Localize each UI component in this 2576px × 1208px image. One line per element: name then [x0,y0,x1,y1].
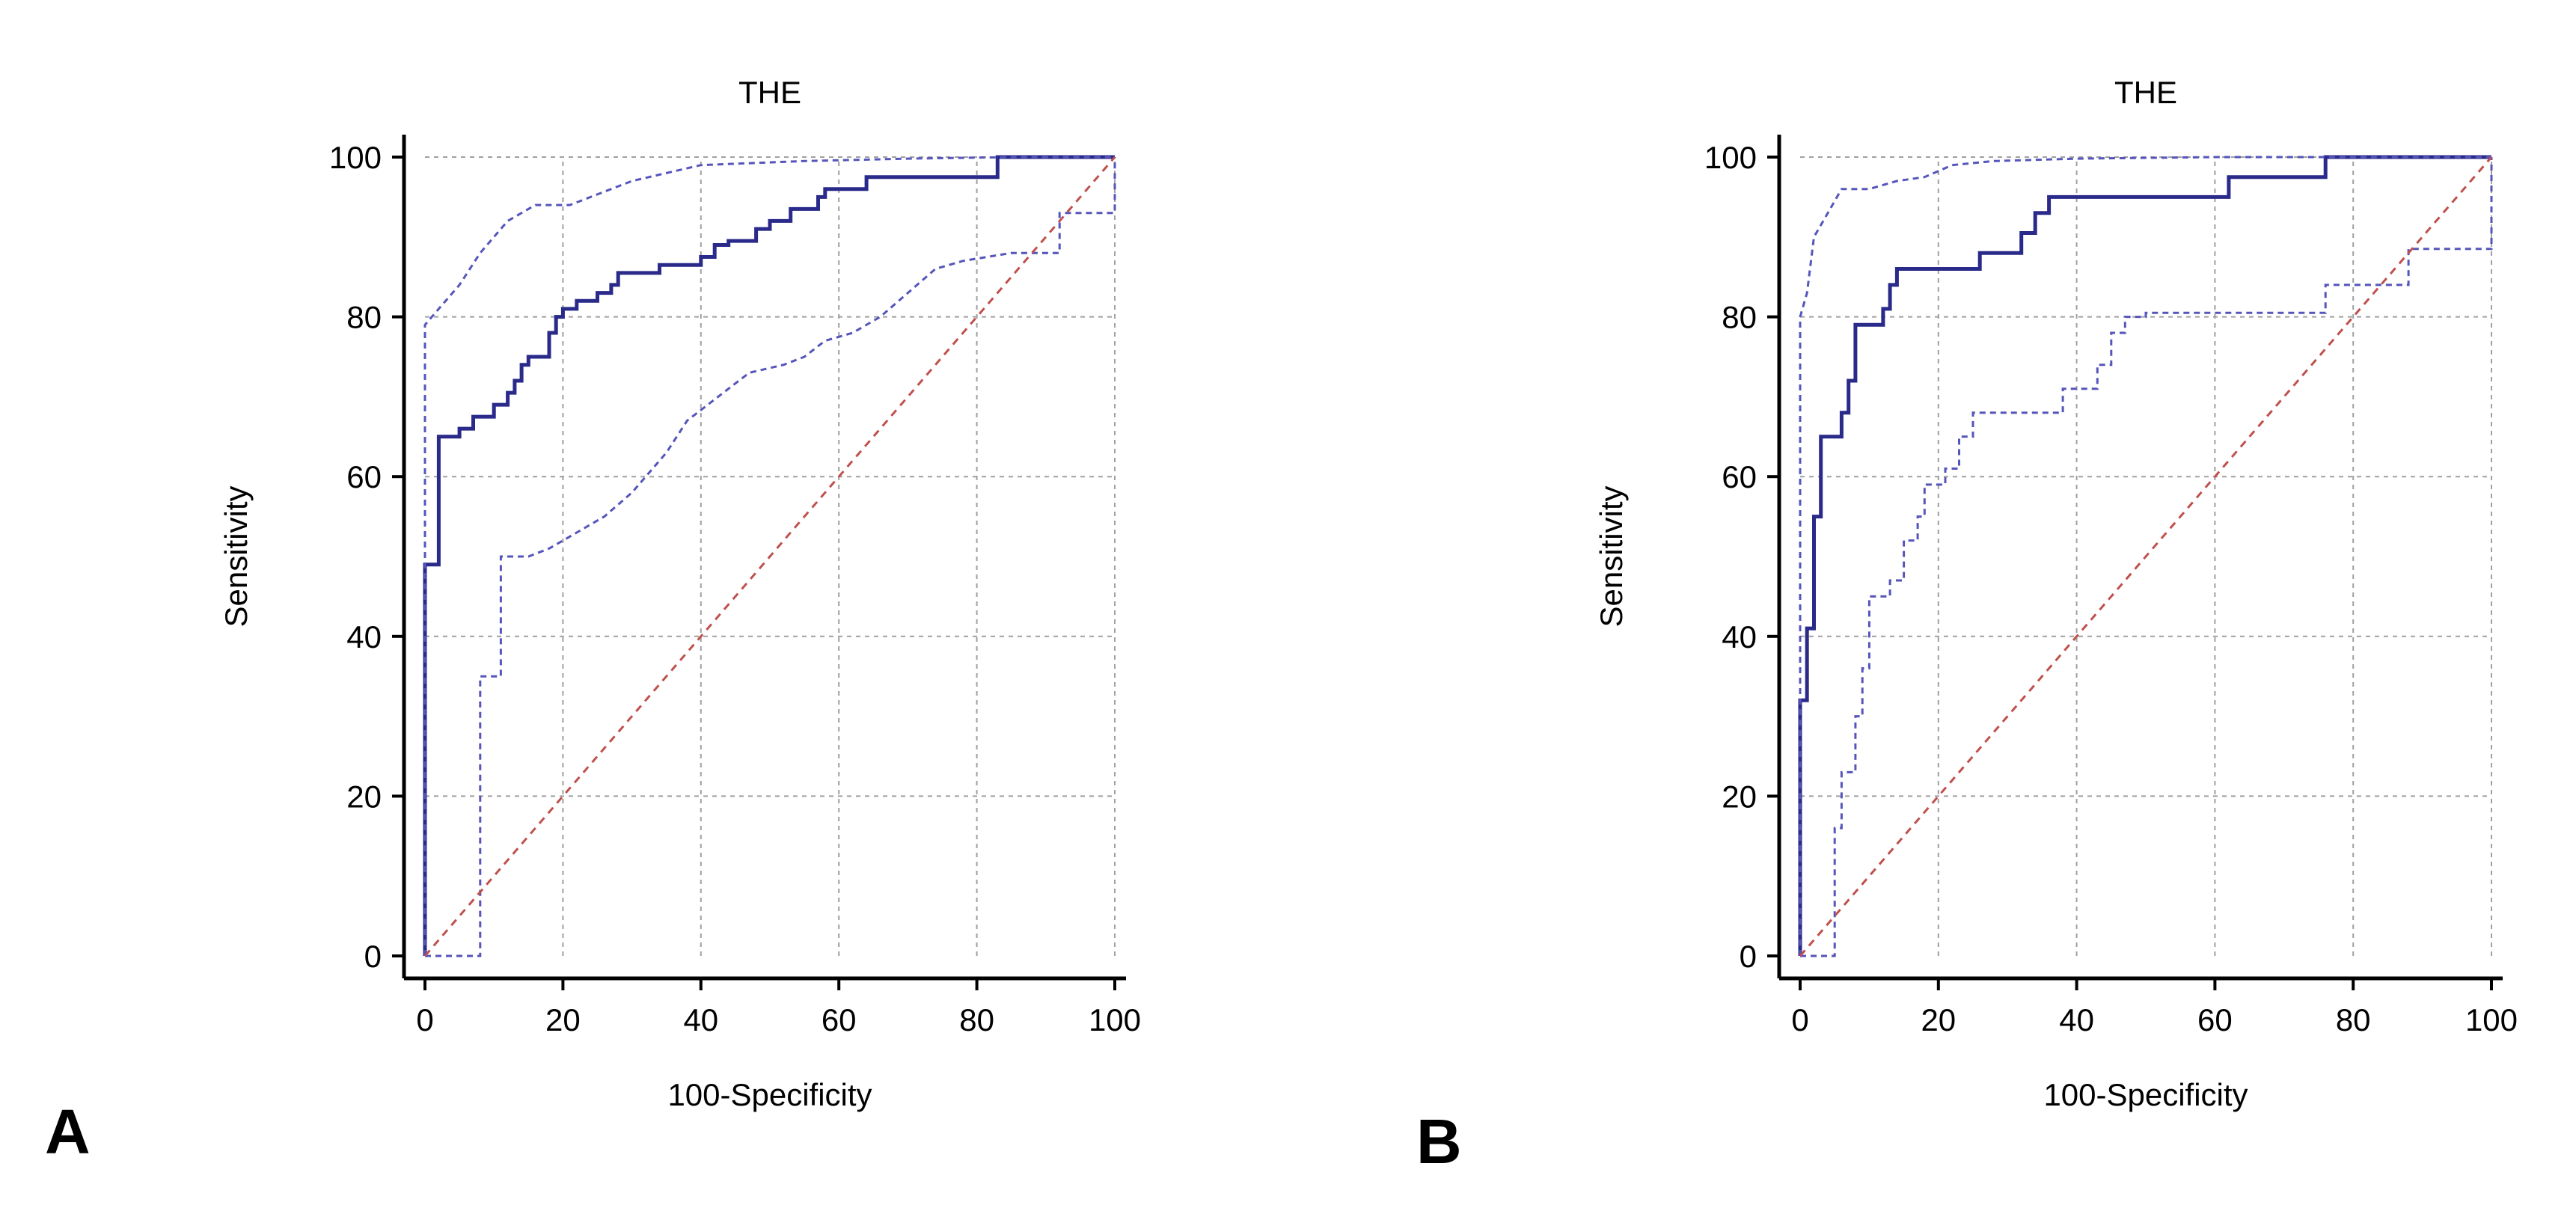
chart-a-ytick-label-4: 80 [346,300,382,335]
chart-a-series-upper-95-ci [423,156,1115,956]
chart-b-xlabel: 100-Specificity [2043,1077,2248,1112]
chart-b-series-upper-95-ci [1799,156,2491,956]
chart-a-series-roc-curve [423,155,1115,956]
chart-a-xtick-label-3: 60 [822,1002,857,1037]
chart-b-series-lower-95-ci [1800,157,2493,957]
panel-label-a: A [45,1097,91,1167]
chart-a-xtick-label-1: 20 [545,1002,581,1037]
chart-b-xtick-label-5: 100 [2465,1002,2518,1037]
chart-b-xtick-label-3: 60 [2197,1002,2233,1037]
chart-a-series-reference-line [423,156,1116,957]
chart-a-xtick-label-5: 100 [1089,1002,1141,1037]
chart-b-ytick-label-4: 80 [1722,300,1757,335]
chart-a-ytick-label-2: 40 [346,619,382,654]
chart-a-ytick-label-3: 60 [346,459,382,494]
chart-b-xtick-label-0: 0 [1791,1002,1808,1037]
chart-a-xtick-label-2: 40 [683,1002,718,1037]
panel-label-b: B [1416,1106,1462,1177]
chart-a-title: THE [738,75,801,110]
chart-b-xtick-label-2: 40 [2059,1002,2094,1037]
chart-a-ytick-label-1: 20 [346,779,382,814]
chart-b-xtick-label-4: 80 [2336,1002,2371,1037]
chart-a-xlabel: 100-Specificity [667,1077,872,1112]
chart-b-ytick-label-1: 20 [1722,779,1757,814]
chart-b-xtick-label-1: 20 [1921,1002,1956,1037]
chart-b-ytick-label-2: 40 [1722,619,1757,654]
chart-b-series-roc-curve [1798,155,2491,956]
chart-a-ylabel: Sensitivity [218,485,254,627]
chart-b-ylabel: Sensitivity [1594,485,1629,627]
chart-b-series-reference-line [1799,156,2493,957]
chart-a-xtick-label-4: 80 [959,1002,994,1037]
chart-a-ytick-label-5: 100 [329,140,382,175]
chart-b-ytick-label-5: 100 [1704,140,1757,175]
chart-a-ytick-label-0: 0 [364,939,382,974]
chart-b-title: THE [2114,75,2177,110]
chart-b-ytick-label-0: 0 [1740,939,1757,974]
chart-b-ytick-label-3: 60 [1722,459,1757,494]
roc-chart-a: 0 20 40 60 80 100 0 20 40 60 80 100 THE 100-Specifici… [218,75,1141,1112]
roc-chart-b: 0 20 40 60 80 100 0 20 40 60 80 100 THE 100-Specifici… [1594,75,2518,1112]
chart-a-xtick-label-0: 0 [416,1002,433,1037]
